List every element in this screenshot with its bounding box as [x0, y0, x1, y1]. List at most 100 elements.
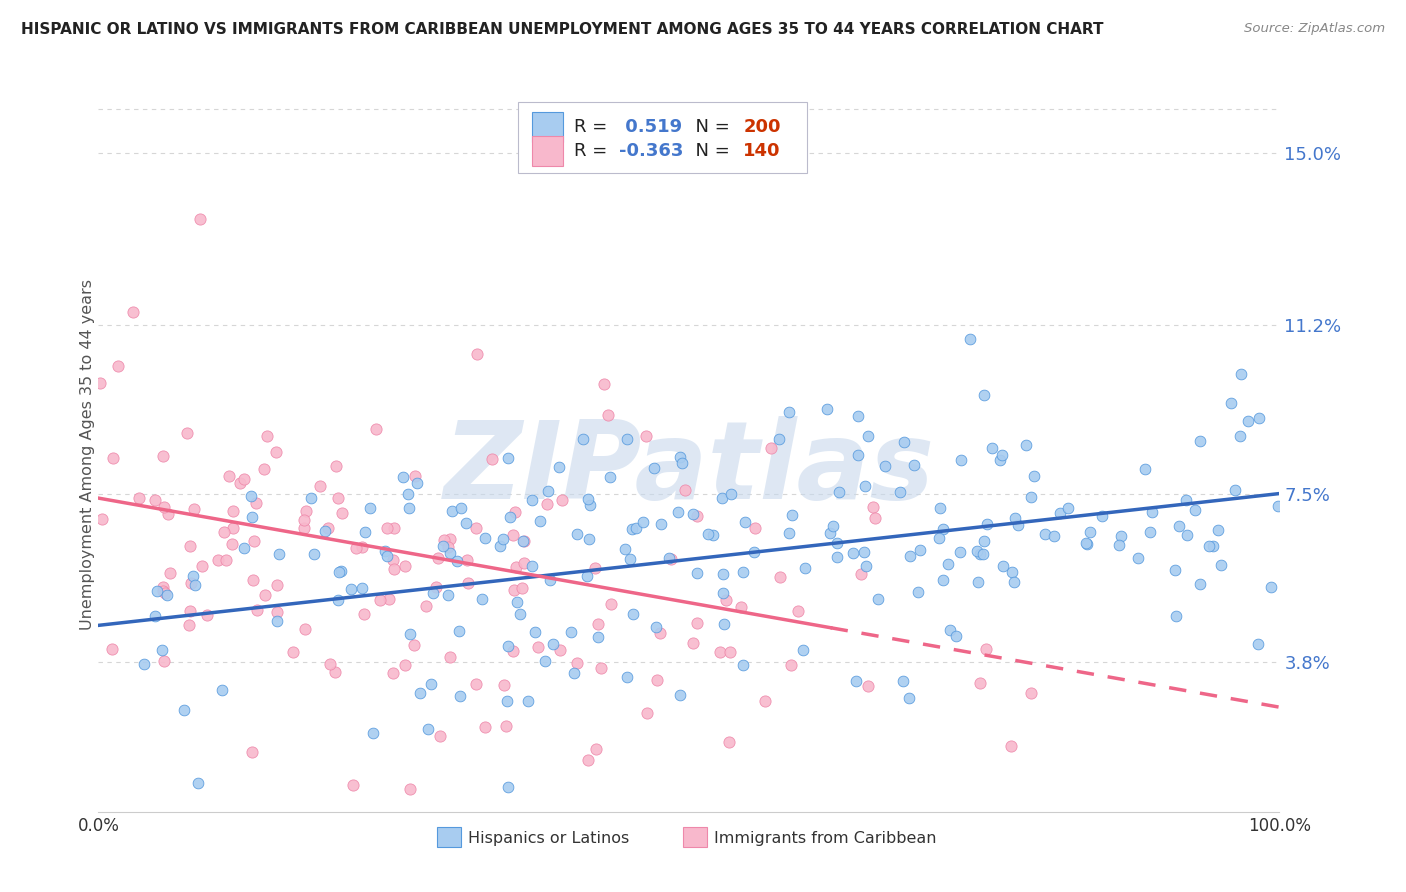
Point — [742, 545, 765, 559]
Point — [446, 554, 468, 568]
Point — [128, 491, 150, 505]
Text: Source: ZipAtlas.com: Source: ZipAtlas.com — [1244, 22, 1385, 36]
Text: R =: R = — [575, 119, 613, 136]
Point — [439, 546, 461, 560]
Point — [969, 547, 991, 561]
Point — [658, 550, 681, 565]
Point — [454, 516, 477, 531]
Point — [439, 649, 461, 664]
Point — [342, 778, 364, 792]
FancyBboxPatch shape — [531, 136, 562, 166]
Point — [1140, 505, 1163, 519]
Point — [845, 673, 868, 688]
Point — [792, 643, 814, 657]
Point — [949, 545, 972, 559]
Point — [292, 521, 315, 535]
Point — [645, 620, 668, 634]
Point — [155, 585, 177, 599]
Point — [959, 332, 981, 346]
Point — [793, 560, 815, 574]
Point — [939, 623, 962, 637]
Point — [354, 524, 377, 539]
Point — [991, 559, 1014, 574]
Point — [437, 540, 460, 554]
Point — [969, 676, 991, 690]
Point — [1202, 540, 1225, 554]
Point — [733, 565, 755, 579]
Point — [537, 483, 560, 498]
Point — [398, 782, 420, 797]
Point — [392, 470, 415, 484]
FancyBboxPatch shape — [683, 828, 707, 847]
Point — [981, 441, 1004, 455]
Point — [319, 657, 342, 671]
Point — [447, 624, 470, 638]
Point — [295, 504, 318, 518]
Point — [179, 604, 201, 618]
Point — [686, 566, 709, 580]
Point — [671, 456, 693, 470]
Point — [659, 552, 682, 566]
Point — [436, 588, 458, 602]
Point — [353, 607, 375, 621]
Point — [1219, 395, 1241, 409]
Point — [159, 566, 181, 581]
FancyBboxPatch shape — [437, 828, 461, 847]
Point — [730, 600, 752, 615]
Point — [432, 539, 454, 553]
Point — [495, 719, 517, 733]
Point — [222, 521, 245, 535]
Point — [1109, 529, 1132, 543]
Point — [900, 549, 922, 564]
Point — [122, 305, 145, 319]
Point — [592, 376, 614, 391]
Point — [450, 501, 472, 516]
Point — [1139, 524, 1161, 539]
Point — [754, 694, 776, 708]
Point — [426, 551, 449, 566]
Point — [1078, 524, 1101, 539]
Point — [648, 625, 671, 640]
Point — [686, 508, 709, 523]
Point — [548, 459, 571, 474]
Point — [375, 521, 398, 535]
Point — [505, 505, 527, 519]
Point — [264, 444, 287, 458]
Point — [893, 434, 915, 449]
Point — [457, 576, 479, 591]
Point — [266, 614, 288, 628]
Point — [153, 654, 176, 668]
Point — [492, 532, 515, 546]
Point — [522, 559, 544, 574]
Text: -0.363: -0.363 — [619, 142, 683, 160]
Point — [281, 645, 304, 659]
Point — [714, 593, 737, 607]
Point — [645, 673, 668, 688]
Point — [267, 547, 290, 561]
Point — [768, 432, 790, 446]
Point — [212, 525, 235, 540]
Point — [898, 691, 921, 706]
Point — [636, 429, 658, 443]
Point — [494, 678, 516, 692]
Point — [862, 500, 884, 514]
Text: N =: N = — [685, 119, 735, 136]
Point — [621, 607, 644, 622]
Point — [823, 519, 845, 533]
Point — [502, 644, 524, 658]
Point — [578, 492, 600, 507]
Point — [928, 531, 950, 545]
Point — [585, 742, 607, 756]
Point — [368, 592, 391, 607]
Point — [711, 585, 734, 599]
Point — [1108, 538, 1130, 552]
Point — [711, 566, 734, 581]
Point — [1189, 434, 1212, 448]
Point — [100, 642, 122, 657]
Point — [176, 425, 198, 440]
Point — [496, 450, 519, 465]
Point — [359, 500, 381, 515]
Point — [536, 497, 558, 511]
Point — [502, 583, 524, 598]
Point — [903, 458, 925, 472]
